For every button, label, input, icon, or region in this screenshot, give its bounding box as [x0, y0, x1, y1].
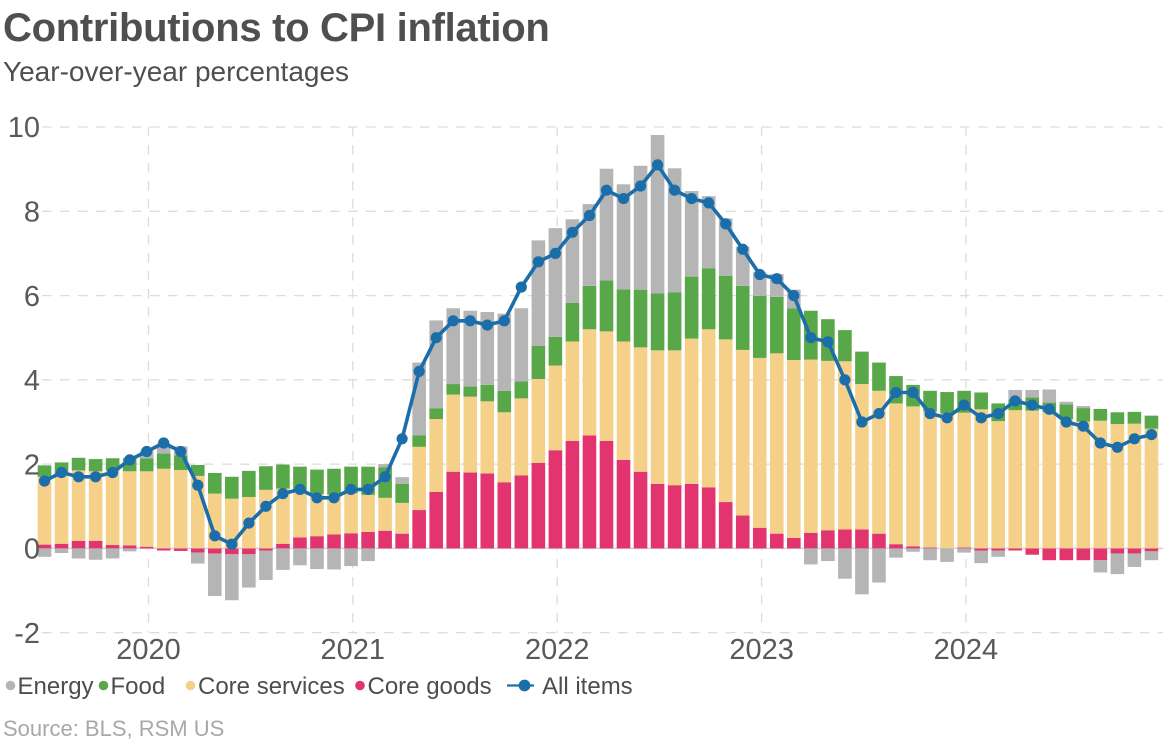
- svg-text:10: 10: [8, 112, 40, 144]
- svg-text:2023: 2023: [729, 634, 794, 666]
- svg-text:2021: 2021: [321, 634, 386, 666]
- svg-text:Year-over-year percentages: Year-over-year percentages: [3, 56, 349, 87]
- svg-text:Energy: Energy: [18, 673, 94, 700]
- svg-text:Source: BLS, RSM US: Source: BLS, RSM US: [3, 716, 224, 741]
- svg-text:Core goods: Core goods: [368, 673, 492, 700]
- svg-text:2022: 2022: [525, 634, 590, 666]
- svg-text:2: 2: [24, 449, 40, 481]
- svg-text:0: 0: [24, 534, 40, 566]
- svg-text:All items: All items: [542, 673, 633, 700]
- svg-text:2024: 2024: [934, 634, 999, 666]
- svg-text:2020: 2020: [116, 634, 181, 666]
- svg-text:4: 4: [24, 365, 40, 397]
- svg-text:-2: -2: [14, 618, 40, 650]
- svg-text:Core services: Core services: [198, 673, 345, 700]
- svg-text:6: 6: [24, 281, 40, 313]
- svg-text:Contributions to CPI inflation: Contributions to CPI inflation: [3, 6, 549, 50]
- svg-text:8: 8: [24, 197, 40, 229]
- svg-text:Food: Food: [111, 673, 166, 700]
